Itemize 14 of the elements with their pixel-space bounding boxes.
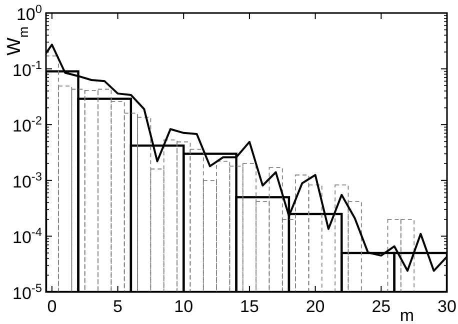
x-tick-label: 15 [240,297,259,316]
y-tick-label: 10$^{0}$ [16,2,42,24]
x-tick-label: 25 [372,297,391,316]
x-axis-title: m [400,306,414,324]
x-tick-label: 5 [113,297,123,316]
x-tick-label: 0 [47,297,57,316]
x-tick-label: 20 [306,297,325,316]
y-tick-label: 10$^{-2}$ [12,114,42,136]
y-tick-label: 10$^{-3}$ [12,169,42,192]
x-tick-label: 10 [174,297,194,316]
y-tick-label: 10$^{-1}$ [12,58,42,80]
x-tick-label: 30 [438,297,456,316]
y-tick-label: 10$^{-4}$ [12,225,42,248]
y-tick-label: 10$^{-5}$ [12,281,42,303]
